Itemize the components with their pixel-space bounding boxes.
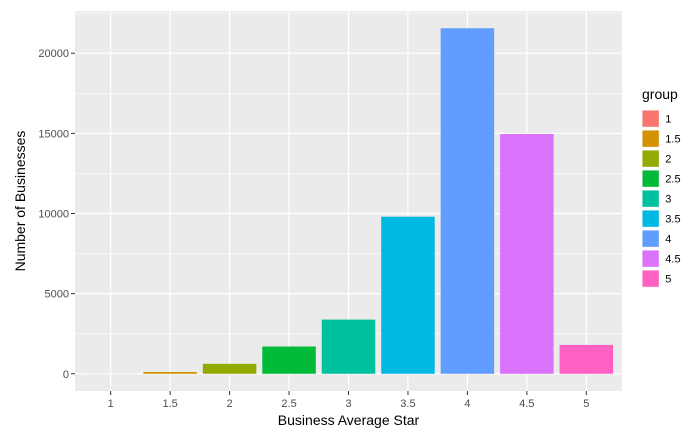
legend-label: 4.5 bbox=[665, 254, 680, 266]
x-tick-label: 2.5 bbox=[281, 398, 296, 410]
x-tick-label: 3 bbox=[345, 398, 351, 410]
x-tick-label: 2 bbox=[227, 398, 233, 410]
bar-3 bbox=[321, 319, 376, 374]
bar-3.5 bbox=[381, 216, 435, 374]
legend-swatch-4 bbox=[642, 230, 659, 247]
bar-4.5 bbox=[500, 134, 554, 374]
bar-2 bbox=[202, 363, 257, 374]
legend-swatch-4.5 bbox=[642, 250, 659, 267]
legend-swatch-1.5 bbox=[642, 130, 659, 147]
legend-label: 1.5 bbox=[665, 134, 680, 146]
legend-swatch-5 bbox=[642, 270, 659, 287]
y-tick-label: 15000 bbox=[38, 128, 69, 140]
legend-swatch-1 bbox=[642, 110, 659, 127]
legend: group 1 1.5 2 2.5 3 3.5 4 4.5 5 bbox=[642, 86, 681, 288]
legend-label: 3.5 bbox=[665, 214, 680, 226]
y-axis: 0 5000 10000 15000 20000 bbox=[38, 48, 75, 381]
x-axis: 1 1.5 2 2.5 3 3.5 4 4.5 5 bbox=[108, 391, 589, 410]
x-tick-label: 1 bbox=[108, 398, 114, 410]
bar-4 bbox=[440, 28, 495, 374]
legend-label: 5 bbox=[665, 274, 671, 286]
legend-label: 2.5 bbox=[665, 174, 680, 186]
x-tick-label: 3.5 bbox=[400, 398, 415, 410]
bars bbox=[83, 28, 614, 374]
legend-swatch-3 bbox=[642, 190, 659, 207]
y-tick-label: 20000 bbox=[38, 48, 69, 60]
legend-title: group bbox=[642, 86, 678, 102]
legend-label: 2 bbox=[665, 154, 671, 166]
x-tick-label: 4 bbox=[464, 398, 470, 410]
bar-1.5 bbox=[143, 372, 197, 374]
y-tick-label: 0 bbox=[63, 369, 69, 381]
legend-label: 4 bbox=[665, 234, 671, 246]
legend-label: 1 bbox=[665, 114, 671, 126]
y-tick-label: 10000 bbox=[38, 209, 69, 221]
y-tick-label: 5000 bbox=[45, 289, 69, 301]
grid-major bbox=[75, 11, 622, 391]
legend-swatch-2 bbox=[642, 150, 659, 167]
bar-2.5 bbox=[262, 346, 316, 374]
x-tick-label: 1.5 bbox=[162, 398, 177, 410]
x-axis-title: Business Average Star bbox=[278, 412, 420, 428]
y-axis-title: Number of Businesses bbox=[12, 131, 28, 272]
legend-label: 3 bbox=[665, 194, 671, 206]
x-tick-label: 4.5 bbox=[519, 398, 534, 410]
legend-swatch-3.5 bbox=[642, 210, 659, 227]
legend-swatch-2.5 bbox=[642, 170, 659, 187]
bar-5 bbox=[559, 344, 614, 374]
x-tick-label: 5 bbox=[583, 398, 589, 410]
legend-items: 1 1.5 2 2.5 3 3.5 4 4.5 5 bbox=[642, 110, 681, 288]
